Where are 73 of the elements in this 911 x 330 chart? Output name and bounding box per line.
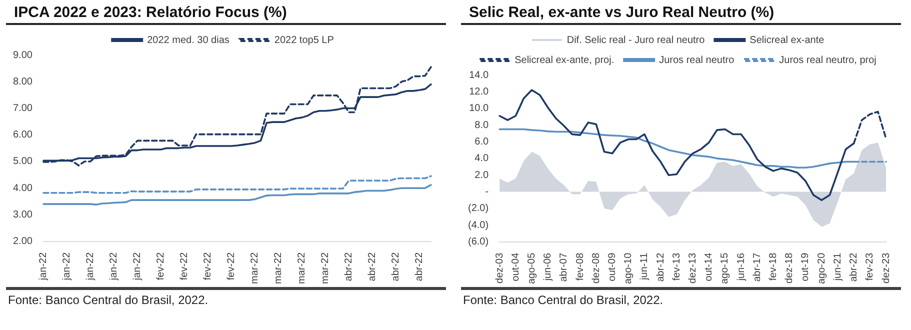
y-tick-label: 8.00 (12, 76, 33, 88)
chart-title: IPCA 2022 e 2023: Relatório Focus (%) (6, 0, 446, 25)
x-tick-label: jun-16 (736, 252, 747, 282)
x-tick-label: dez-13 (688, 252, 699, 284)
x-tick-label: abr-22 (344, 252, 355, 282)
x-tick-label: dez-08 (590, 252, 602, 284)
x-tick-label: fev-22 (156, 252, 167, 280)
source-note: Fonte: Banco Central do Brasil, 2022. (462, 292, 664, 307)
x-tick-label: jun-21 (832, 252, 844, 282)
y-tick-label: 4.0 (474, 153, 489, 164)
x-tick-label: ago-20 (816, 252, 828, 284)
y-tick-label: 9.00 (12, 50, 33, 61)
y-tick-label: 4.00 (12, 182, 33, 194)
x-tick-label: dez-18 (784, 252, 796, 284)
x-tick-label: fev-22 (226, 252, 238, 280)
legend-label: Selicreal ex-ante, proj. (514, 54, 614, 66)
x-tick-label: abr-22 (414, 252, 426, 282)
x-tick-label: dez-03 (494, 252, 506, 284)
x-tick-label: fev-18 (768, 252, 780, 281)
x-tick-label: fev-22 (179, 252, 190, 280)
x-tick-label: jun-11 (639, 252, 650, 281)
y-tick-label: 6.00 (12, 130, 33, 141)
y-tick-label: 12.0 (469, 86, 489, 98)
x-tick-label: jan-22 (108, 252, 120, 282)
x-tick-label: ago-10 (623, 252, 634, 284)
y-tick-label: 3.00 (12, 209, 33, 220)
legend-label: Selicreal ex-ante (750, 34, 825, 46)
x-tick-label: ago-05 (526, 252, 538, 284)
x-tick-label: jan-22 (38, 252, 50, 282)
x-tick-label: fev-22 (202, 252, 214, 280)
x-tick-label: ago-15 (720, 252, 731, 284)
x-tick-label: out-04 (510, 252, 522, 282)
x-tick-label: out-09 (607, 252, 618, 282)
legend-label: Juros real neutro, proj (779, 54, 876, 66)
x-tick-label: jan-22 (62, 252, 73, 282)
y-tick-label: 2.0 (474, 170, 489, 181)
legend-label: 2022 med. 30 dias (147, 34, 230, 46)
y-tick-label: 14.0 (469, 70, 489, 81)
x-tick-label: dez-23 (880, 252, 892, 284)
y-tick-label: 5.00 (12, 156, 33, 168)
x-tick-label: mar-22 (273, 252, 284, 284)
x-tick-label: abr-12 (655, 252, 666, 282)
x-tick-label: mar-22 (250, 252, 261, 284)
y-tick-label: 7.00 (12, 102, 33, 114)
x-tick-label: jun-06 (542, 252, 554, 282)
x-tick-label: abr-22 (390, 252, 402, 282)
x-tick-label: fev-08 (574, 252, 586, 281)
y-tick-label: 10.0 (469, 103, 489, 114)
x-tick-label: out-14 (704, 252, 715, 282)
chart-title: Selic Real, ex-ante vs Juro Real Neutro (%) (461, 0, 901, 25)
x-tick-label: jan-22 (132, 252, 144, 282)
x-tick-label: abr-17 (752, 252, 763, 282)
line-series (42, 175, 432, 194)
x-tick-label: out-19 (800, 252, 812, 282)
x-tick-label: abr-07 (558, 252, 570, 282)
y-tick-label: 2.00 (12, 236, 33, 248)
y-tick-label: - (485, 186, 489, 198)
x-tick-label: fev-23 (864, 252, 876, 281)
x-tick-label: abr-22 (367, 252, 378, 282)
x-tick-label: fev-13 (671, 252, 682, 281)
legend-label: Juros real neutro (659, 54, 735, 66)
source-note: Fonte: Banco Central do Brasil, 2022. (7, 292, 210, 307)
y-tick-label: 6.0 (474, 136, 489, 148)
x-tick-label: abr-22 (848, 252, 860, 282)
legend-label: 2022 top5 LP (274, 34, 334, 46)
y-tick-label: (6.0) (468, 236, 489, 248)
x-tick-label: mar-22 (320, 252, 332, 284)
legend-label: Dif. Selic real - Juro real neutro (566, 34, 706, 46)
x-tick-label: jan-22 (85, 252, 96, 282)
y-tick-label: (2.0) (468, 203, 489, 214)
y-tick-label: 8.0 (474, 120, 489, 131)
y-tick-label: (4.0) (468, 220, 489, 231)
x-tick-label: mar-22 (296, 252, 308, 284)
